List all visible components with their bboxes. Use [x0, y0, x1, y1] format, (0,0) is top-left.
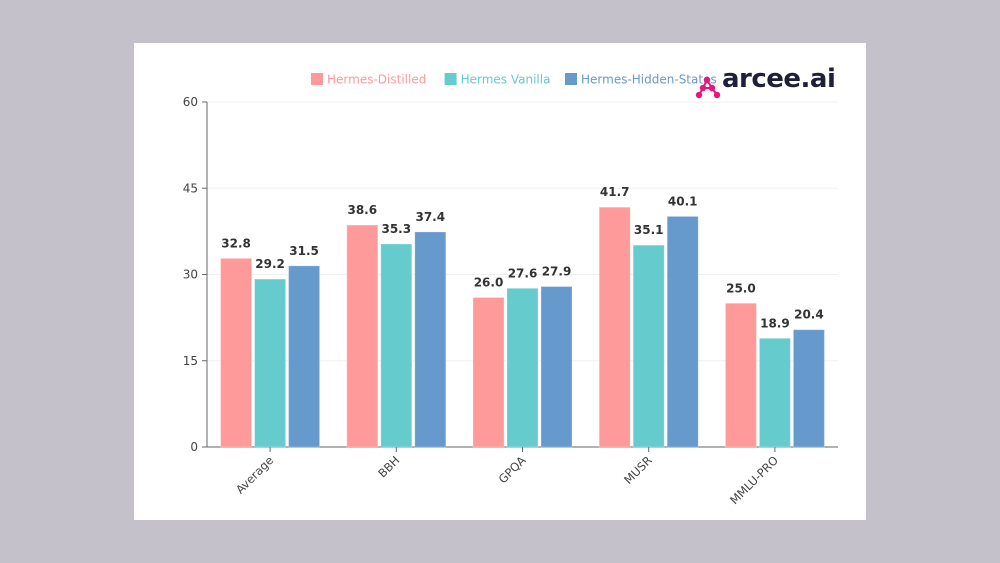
value-label: 41.7 — [600, 185, 630, 199]
bar-hermes-hidden-states-gpqa — [540, 286, 573, 448]
bar-hermes-hidden-states-mmlu-pro — [792, 329, 825, 448]
bar-chart: 0 15 30 45 60 Average BBH GPQA MUSR MMLU-PRO 32.8… — [183, 64, 838, 507]
bar-hermes-distilled-bbh — [346, 224, 379, 448]
value-label: 35.3 — [381, 222, 411, 236]
value-label: 20.4 — [794, 308, 824, 322]
bar-hermes-distilled-musr — [598, 206, 631, 448]
bar-hermes-vanilla-average — [254, 278, 287, 448]
legend-swatch — [565, 73, 577, 85]
value-label: 18.9 — [760, 316, 790, 330]
value-label: 37.4 — [415, 210, 445, 224]
value-label: 27.9 — [542, 265, 572, 279]
legend-entry: Hermes Vanilla — [461, 73, 551, 87]
x-tick-label-musr: MUSR — [621, 453, 655, 487]
value-label: 32.8 — [221, 236, 251, 250]
chart-card: 0 15 30 45 60 Average BBH GPQA MUSR MMLU-PRO 32.8… — [134, 43, 866, 520]
value-label: 35.1 — [634, 223, 664, 237]
bars — [220, 206, 825, 448]
value-label: 27.6 — [508, 266, 538, 280]
y-tick-label: 0 — [190, 440, 198, 454]
x-tick-label-bbh: BBH — [375, 453, 402, 480]
y-tick-label: 45 — [183, 181, 198, 195]
y-tick-label: 30 — [183, 268, 198, 282]
x-tick-label-mmlu-pro: MMLU-PRO — [727, 453, 781, 507]
x-tick-label-gpqa: GPQA — [496, 453, 529, 486]
legend-entry: Hermes-Hidden-States — [581, 73, 717, 87]
x-tick-label-average: Average — [233, 453, 276, 496]
value-label: 40.1 — [668, 194, 698, 208]
value-label: 26.0 — [474, 276, 504, 290]
value-labels: 32.8 29.2 31.5 38.6 35.3 37.4 26.0 27.6 27.9 41.7… — [221, 185, 823, 330]
legend: Hermes-Distilled Hermes Vanilla Hermes-Hid… — [311, 73, 717, 87]
bar-hermes-hidden-states-musr — [666, 215, 699, 448]
bar-hermes-vanilla-gpqa — [506, 287, 539, 448]
value-label: 25.0 — [726, 281, 756, 295]
bar-hermes-distilled-average — [220, 257, 253, 448]
value-label: 38.6 — [347, 203, 377, 217]
value-label: 31.5 — [289, 244, 319, 258]
bar-hermes-vanilla-mmlu-pro — [758, 337, 791, 448]
bar-hermes-distilled-gpqa — [472, 297, 505, 448]
bar-hermes-distilled-mmlu-pro — [724, 302, 757, 448]
arcee-molecule-icon — [695, 76, 721, 99]
value-label: 29.2 — [255, 257, 285, 271]
y-tick-label: 60 — [183, 95, 198, 109]
y-tick-label: 15 — [183, 354, 198, 368]
legend-swatch — [444, 73, 457, 85]
bar-hermes-vanilla-musr — [632, 244, 665, 448]
brand-logo: arcee.ai — [695, 64, 836, 99]
legend-entry: Hermes-Distilled — [327, 73, 426, 87]
bar-hermes-hidden-states-average — [288, 265, 321, 448]
brand-name: arcee.ai — [722, 64, 835, 94]
legend-swatch — [311, 73, 323, 85]
bar-hermes-vanilla-bbh — [380, 243, 413, 448]
bar-hermes-hidden-states-bbh — [414, 231, 447, 448]
